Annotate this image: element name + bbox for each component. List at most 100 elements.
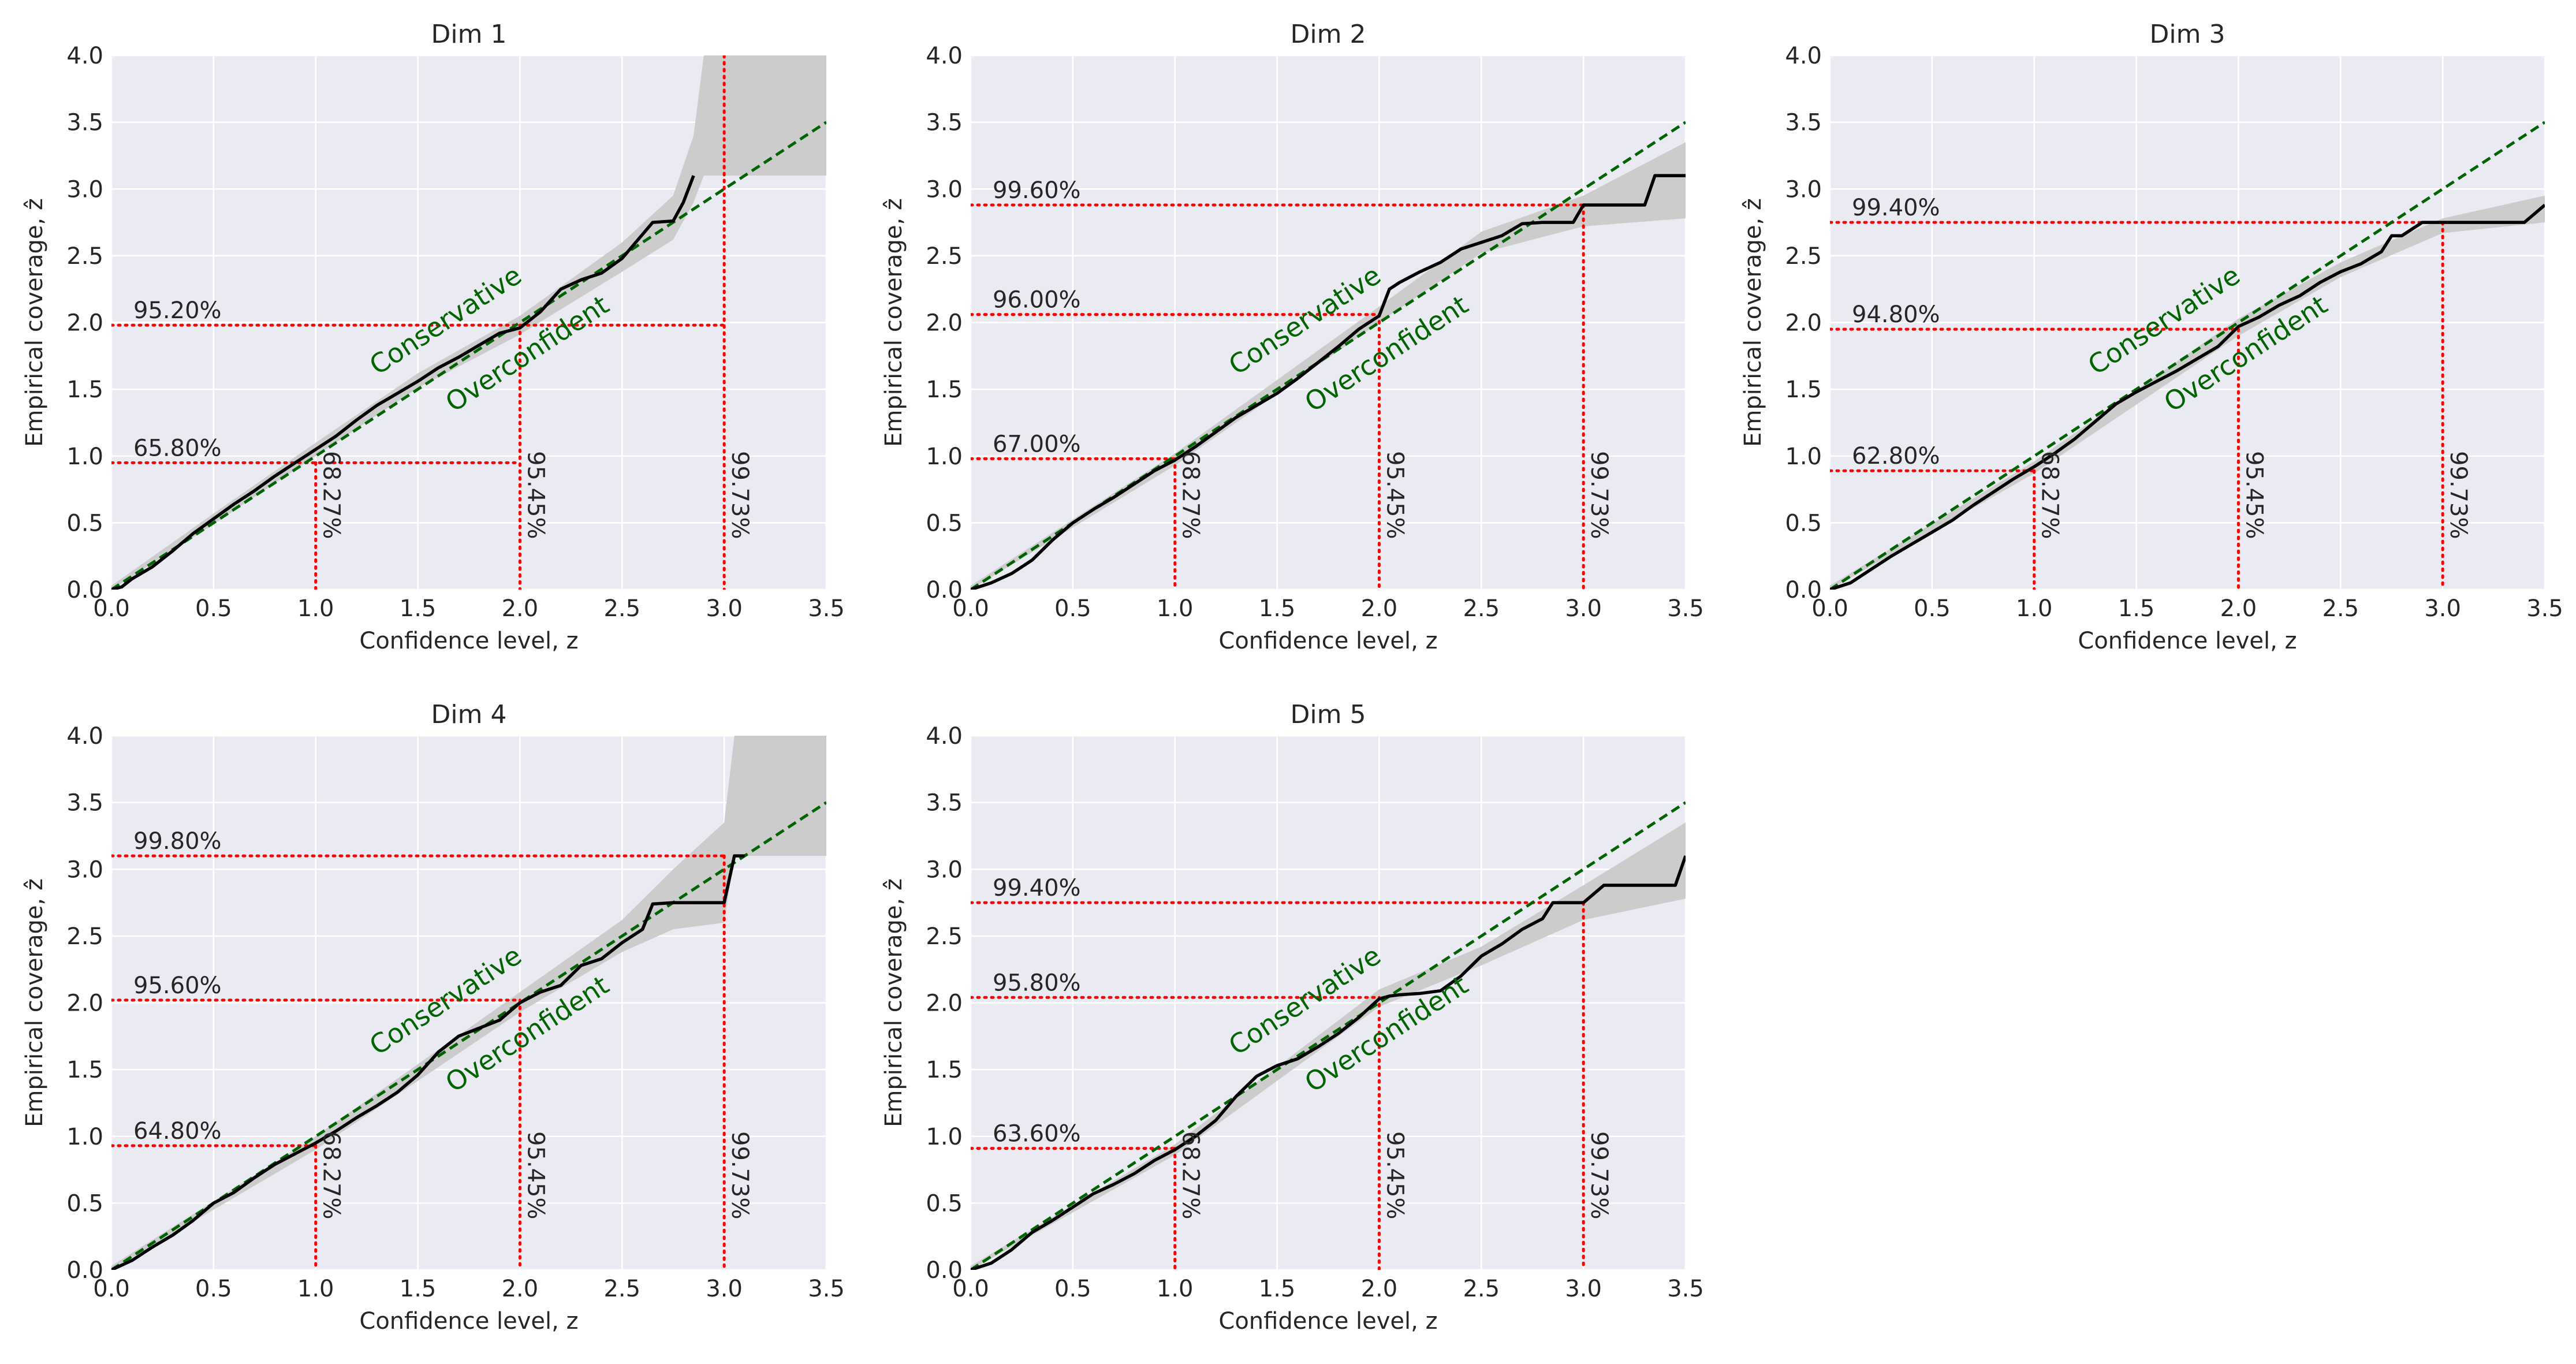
y-tick-label: 0.0 [66,577,103,603]
x-tick-label: 2.5 [1463,1276,1500,1302]
coverage-label: 63.60% [993,1121,1081,1147]
y-tick-label: 1.5 [66,1057,103,1083]
x-tick-label: 1.5 [400,1276,437,1302]
y-tick-label: 2.5 [1785,243,1822,270]
x-tick-label: 0.0 [952,1276,989,1302]
y-tick-label: 1.0 [926,1124,963,1150]
chart-panel-2: 0.0 0.5 1.0 1.5 2.0 2.5 3.0 3.5 0.0 0.5 1.0 1.5 2.0 2… [881,20,1704,654]
reference-z-label: 68.27% [318,1131,345,1220]
x-tick-label: 3.0 [2424,595,2461,622]
empirical-coverage-line [971,174,1686,590]
chart-title: Dim 5 [1291,700,1366,729]
x-tick-label: 3.0 [706,595,743,622]
data-layer [1830,121,2545,590]
y-tick-label: 2.0 [1785,310,1822,337]
coverage-label: 65.80% [133,435,222,461]
empirical-coverage-line [111,175,695,590]
y-tick-label: 4.0 [66,43,103,69]
x-tick-label: 1.0 [1157,595,1194,622]
chart-title: Dim 2 [1291,20,1366,49]
y-tick-label: 1.5 [926,377,963,403]
y-tick-label: 2.0 [66,310,103,337]
y-tick-label: 4.0 [926,43,963,69]
chart-panel-5: 0.0 0.5 1.0 1.5 2.0 2.5 3.0 3.5 0.0 0.5 1.0 1.5 2.0 2… [881,700,1704,1335]
x-tick-label: 1.0 [1157,1276,1194,1302]
coverage-label: 99.60% [993,177,1081,204]
x-axis-label: Confidence level, z [359,628,578,654]
empirical-coverage-line [111,854,745,1270]
reference-z-label: 95.45% [2241,451,2267,539]
reference-z-label: 68.27% [2037,451,2063,539]
x-tick-label: 1.5 [1259,595,1296,622]
y-tick-label: 3.0 [66,176,103,203]
x-axis-label: Confidence level, z [1218,1308,1437,1335]
confidence-band [111,736,826,1270]
data-layer [971,121,1686,590]
x-tick-label: 0.0 [93,1276,130,1302]
y-tick-label: 1.0 [66,1124,103,1150]
coverage-label: 64.80% [133,1118,222,1145]
x-tick-label: 0.5 [195,595,232,622]
x-tick-label: 2.0 [1361,1276,1398,1302]
coverage-label: 94.80% [1852,301,1940,328]
x-tick-label: 3.0 [706,1276,743,1302]
y-tick-label: 3.5 [66,110,103,136]
empirical-coverage-line [971,855,1686,1270]
reference-z-label: 99.73% [1586,451,1612,539]
y-tick-label: 1.5 [1785,377,1822,403]
coverage-label: 96.00% [993,287,1081,314]
confidence-band [971,822,1686,1270]
reference-z-label: 99.73% [726,451,753,539]
y-tick-label: 3.0 [926,176,963,203]
x-tick-label: 1.0 [297,1276,334,1302]
y-tick-label: 0.5 [926,1190,963,1217]
y-tick-label: 0.5 [66,1190,103,1217]
y-tick-label: 2.5 [66,243,103,270]
reference-z-label: 68.27% [1177,1131,1204,1220]
y-tick-label: 0.5 [66,510,103,536]
x-tick-label: 0.5 [1054,595,1091,622]
x-tick-label: 3.5 [2526,595,2563,622]
x-tick-label: 3.0 [1565,595,1602,622]
y-tick-label: 2.5 [66,923,103,950]
x-tick-label: 0.0 [952,595,989,622]
y-tick-label: 0.0 [926,1257,963,1284]
ideal-calibration-line [111,121,826,590]
x-tick-label: 2.0 [2220,595,2257,622]
x-tick-label: 2.5 [1463,595,1500,622]
y-tick-label: 3.5 [1785,110,1822,136]
empirical-coverage-line [1830,203,2545,590]
x-tick-label: 2.5 [2322,595,2359,622]
y-tick-label: 1.5 [66,377,103,403]
x-tick-label: 3.5 [808,1276,845,1302]
confidence-band [971,142,1686,590]
ideal-calibration-line [111,801,826,1270]
reference-z-label: 99.73% [2445,451,2471,539]
chart-panel-3: 0.0 0.5 1.0 1.5 2.0 2.5 3.0 3.5 0.0 0.5 1.0 1.5 2.0 2… [1740,20,2563,654]
reference-z-label: 95.45% [1381,451,1408,539]
coverage-label: 95.80% [993,970,1081,996]
x-tick-label: 3.0 [1565,1276,1602,1302]
x-axis-label: Confidence level, z [2078,628,2297,654]
ideal-calibration-line [971,801,1686,1270]
x-tick-label: 2.0 [502,595,539,622]
x-tick-label: 2.0 [1361,595,1398,622]
reference-z-label: 95.45% [522,451,549,539]
x-tick-label: 1.5 [1259,1276,1296,1302]
coverage-label: 99.40% [1852,195,1940,221]
x-axis-label: Confidence level, z [359,1308,578,1335]
coverage-label: 62.80% [1852,443,1940,469]
confidence-band [111,55,826,590]
y-tick-label: 2.5 [926,243,963,270]
x-tick-label: 1.5 [2118,595,2155,622]
coverage-label: 95.60% [133,972,222,999]
data-layer [971,801,1686,1270]
coverage-label: 67.00% [993,431,1081,457]
y-tick-label: 2.0 [926,310,963,337]
y-tick-label: 2.0 [926,990,963,1017]
x-tick-label: 1.5 [400,595,437,622]
data-layer [111,736,826,1270]
x-tick-label: 3.5 [808,595,845,622]
chart-title: Dim 1 [431,20,507,49]
